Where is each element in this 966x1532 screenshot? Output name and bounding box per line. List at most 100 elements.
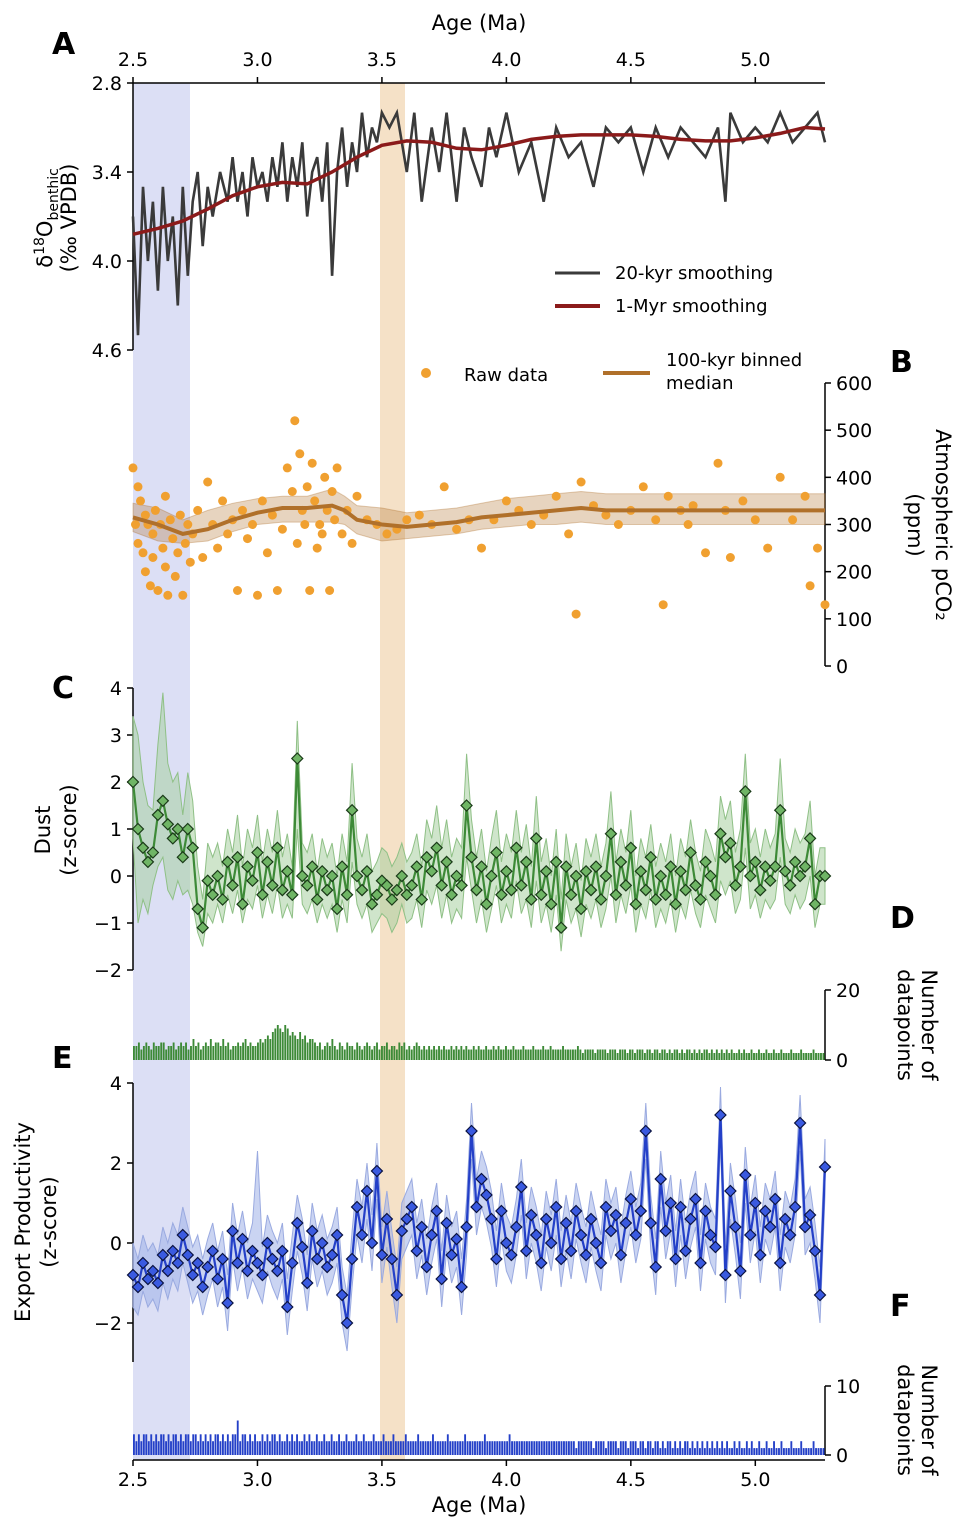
dust-count-bar xyxy=(492,1046,495,1060)
dust-marker xyxy=(410,860,424,873)
dust-count-bar xyxy=(636,1049,639,1060)
productivity-marker xyxy=(335,1288,349,1302)
productivity-count-bar xyxy=(587,1441,590,1455)
productivity-marker xyxy=(509,1220,523,1234)
dust-marker xyxy=(495,888,508,902)
dust-count-bar xyxy=(448,1049,450,1060)
productivity-count-bar xyxy=(590,1441,593,1455)
dust-marker xyxy=(400,888,414,902)
productivity-count-bar xyxy=(795,1448,798,1455)
productivity-count-bar xyxy=(145,1434,148,1455)
productivity-count-bar xyxy=(456,1441,459,1455)
dust-count-bar xyxy=(787,1053,790,1060)
dust-count-bar xyxy=(309,1039,311,1060)
productivity-marker xyxy=(559,1216,573,1230)
productivity-marker xyxy=(798,1220,812,1234)
productivity-count-bar xyxy=(296,1434,298,1455)
dust-count-bar xyxy=(807,1053,810,1060)
productivity-count-bar xyxy=(674,1441,677,1455)
raw-data-point xyxy=(262,548,272,558)
dust-count-bar xyxy=(304,1035,307,1060)
productivity-marker xyxy=(574,1228,588,1242)
productivity-marker xyxy=(355,1228,369,1242)
productivity-marker xyxy=(599,1200,613,1214)
productivity-marker xyxy=(524,1208,538,1222)
raw-data-point xyxy=(317,529,327,539)
productivity-count-bar xyxy=(689,1448,691,1455)
dust-marker xyxy=(743,869,757,883)
productivity-marker xyxy=(236,1232,249,1246)
dust-count-bar xyxy=(259,1039,262,1060)
dust-count-bar xyxy=(418,1046,421,1060)
dust-count-bar xyxy=(760,1053,763,1060)
raw-data-point xyxy=(332,463,342,473)
productivity-marker xyxy=(778,1212,792,1226)
productivity-count-bar xyxy=(708,1448,711,1455)
productivity-marker xyxy=(729,1220,742,1234)
dust-count-bar xyxy=(155,1046,158,1060)
dust-count-bar xyxy=(777,1053,780,1060)
dust-count-bar xyxy=(199,1049,202,1060)
dust-count-bar xyxy=(353,1049,356,1060)
productivity-count-bar xyxy=(414,1441,417,1455)
productivity-marker xyxy=(579,1248,593,1262)
dust-count-bar xyxy=(715,1049,718,1060)
productivity-marker xyxy=(788,1200,802,1214)
dust-count-bar xyxy=(150,1049,153,1060)
dust-count-bar xyxy=(408,1046,411,1060)
dust-count-bar xyxy=(383,1046,386,1060)
panel-c-dust: C −2 −1 0 1 2 3 4 Dust (z-score) xyxy=(31,671,832,982)
productivity-marker xyxy=(584,1212,598,1226)
dust-count-bar xyxy=(482,1049,485,1060)
raw-data-point xyxy=(501,496,511,506)
productivity-count-bar xyxy=(382,1434,385,1455)
dust-marker xyxy=(206,888,220,902)
raw-data-point xyxy=(168,534,178,544)
productivity-count-bar xyxy=(335,1441,338,1455)
dust-count-bar xyxy=(661,1049,664,1060)
productivity-count-bar xyxy=(278,1434,281,1455)
dust-count-bar xyxy=(693,1049,696,1060)
dust-marker xyxy=(763,874,777,888)
productivity-count-bar xyxy=(155,1434,158,1455)
productivity-count-bar xyxy=(142,1434,145,1455)
dust-marker xyxy=(579,864,593,878)
dust-count-bar xyxy=(579,1049,582,1060)
dust-count-bar xyxy=(735,1053,738,1060)
dust-count-bar xyxy=(472,1046,475,1060)
dust-marker xyxy=(280,864,294,878)
dust-count-bar xyxy=(500,1049,502,1060)
raw-data-point xyxy=(138,548,148,558)
productivity-marker xyxy=(266,1252,279,1266)
productivity-count-bar xyxy=(545,1441,548,1455)
dust-count-bar xyxy=(465,1046,468,1060)
dust-count-bar xyxy=(547,1049,550,1060)
raw-data-point xyxy=(325,586,335,595)
raw-data-point xyxy=(158,543,168,553)
legend-median-label-line1: 100-kyr binned xyxy=(666,350,802,371)
dust-marker xyxy=(783,879,797,892)
y-tick-label: 2 xyxy=(110,772,122,794)
y-tick-label: 600 xyxy=(836,373,872,395)
panel-letter-c: C xyxy=(52,671,74,706)
dust-count-bar xyxy=(537,1049,540,1060)
dust-marker xyxy=(778,864,792,878)
productivity-count-bar xyxy=(555,1441,558,1455)
dust-count-bar xyxy=(512,1046,515,1060)
productivity-marker xyxy=(505,1248,518,1262)
productivity-marker xyxy=(564,1244,578,1258)
productivity-count-bar xyxy=(567,1441,570,1455)
productivity-count-bar xyxy=(585,1441,588,1455)
productivity-count-bar xyxy=(822,1448,825,1455)
dust-count-bar xyxy=(296,1039,299,1060)
panel-d-ylabel-line1: Number of xyxy=(917,969,941,1081)
dust-count-bar xyxy=(567,1049,569,1060)
dust-marker xyxy=(385,893,399,906)
dust-count-bar xyxy=(135,1046,138,1060)
raw-data-point xyxy=(701,548,710,558)
productivity-count-bar xyxy=(350,1441,353,1455)
dust-count-bar xyxy=(398,1042,401,1060)
dust-marker xyxy=(669,897,682,911)
dust-count-bar xyxy=(271,1032,274,1060)
productivity-count-bar xyxy=(160,1434,163,1455)
